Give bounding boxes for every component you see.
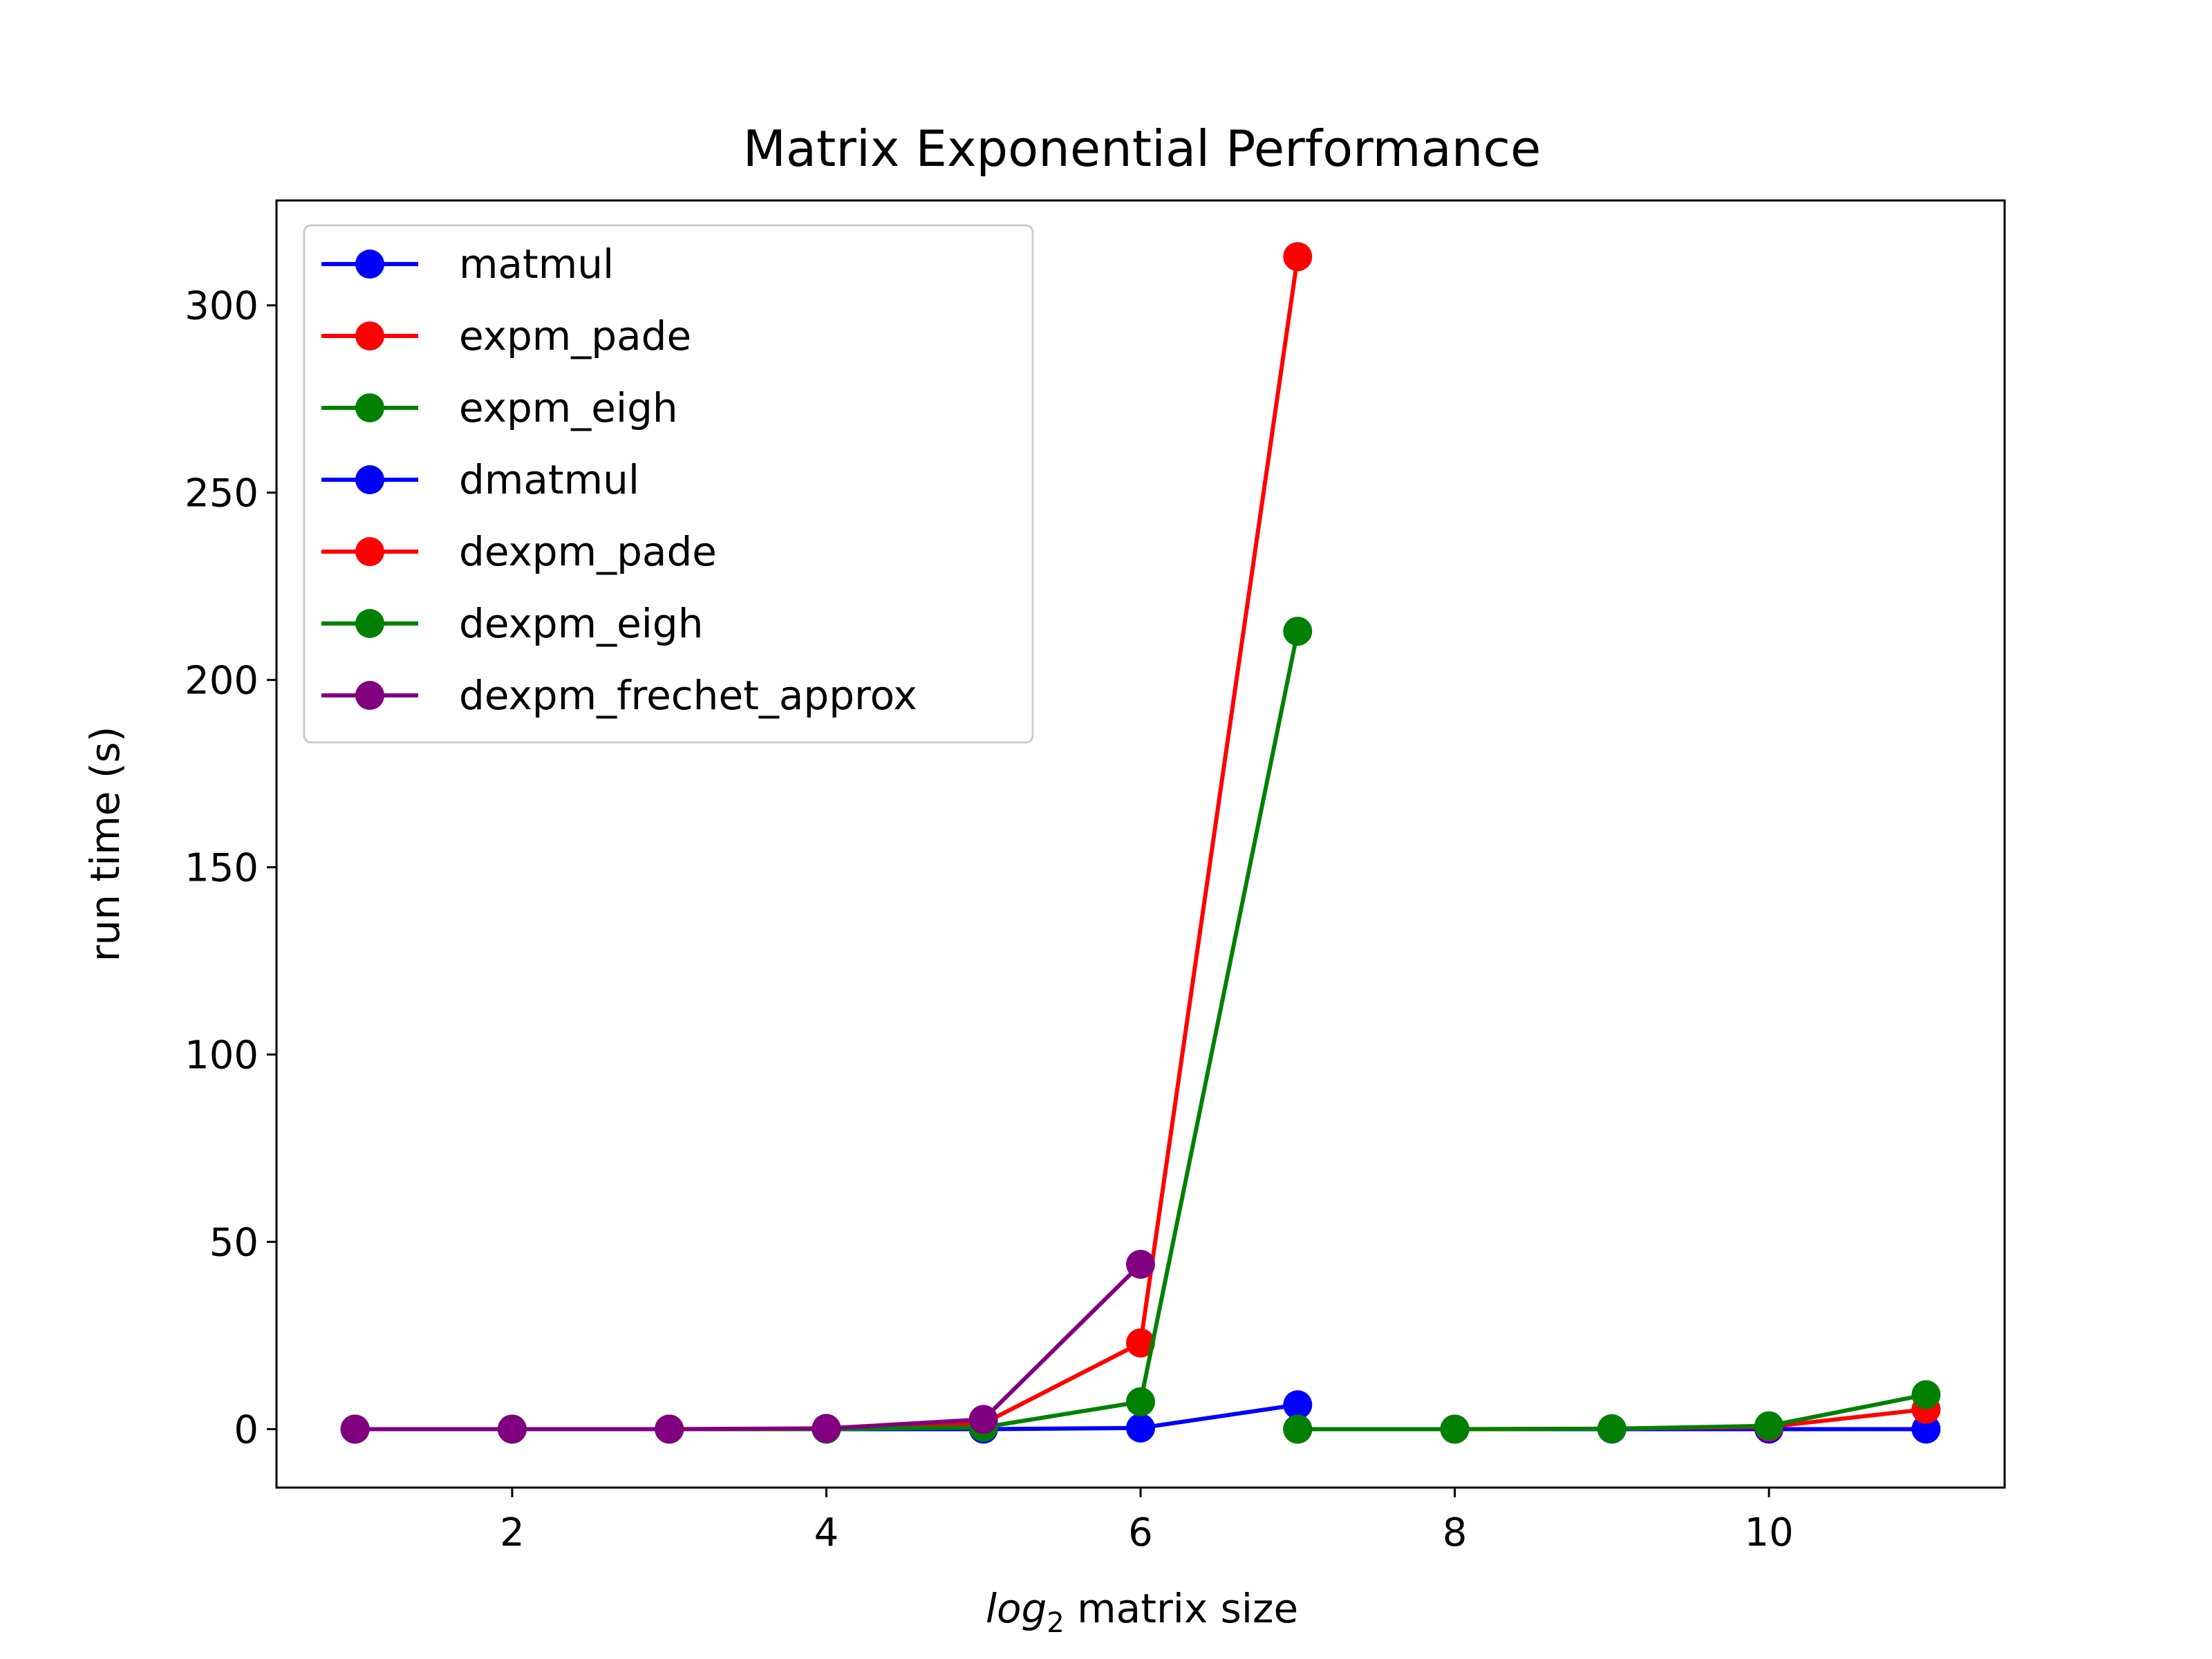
x-tick-label: 10 bbox=[1744, 1510, 1793, 1555]
data-point bbox=[340, 1414, 370, 1444]
data-point bbox=[1126, 1387, 1155, 1416]
legend-entry-dexpm-pade: dexpm_pade bbox=[321, 528, 717, 575]
data-point bbox=[968, 1405, 998, 1434]
series-dexpm-frechet-approx bbox=[340, 1250, 1155, 1444]
legend-entry-dexpm-eigh: dexpm_eigh bbox=[321, 600, 704, 647]
x-axis-ticks: 2 4 6 8 10 bbox=[500, 1488, 1794, 1555]
data-point bbox=[1126, 1413, 1155, 1443]
legend-label: dmatmul bbox=[459, 456, 639, 503]
y-tick-label: 250 bbox=[185, 471, 259, 516]
x-axis-label-log: log bbox=[986, 1585, 1047, 1632]
chart-title: Matrix Exponential Performance bbox=[743, 120, 1541, 178]
data-point bbox=[1283, 1414, 1313, 1444]
data-point bbox=[1911, 1380, 1941, 1409]
legend-entry-dmatmul: dmatmul bbox=[321, 456, 639, 503]
plot-area-frame bbox=[275, 199, 2006, 1489]
x-tick-label: 4 bbox=[814, 1510, 839, 1555]
data-point bbox=[1283, 1390, 1313, 1420]
legend-swatch-marker bbox=[355, 250, 384, 279]
data-point bbox=[1440, 1414, 1470, 1444]
legend-swatch-marker bbox=[355, 609, 384, 638]
data-point bbox=[1754, 1411, 1784, 1441]
data-point bbox=[497, 1414, 527, 1444]
legend-label: expm_pade bbox=[459, 312, 691, 359]
data-point bbox=[1911, 1414, 1941, 1444]
data-point bbox=[1597, 1414, 1627, 1443]
legend-label: dexpm_eigh bbox=[459, 600, 704, 647]
plot-lines bbox=[340, 242, 1941, 1444]
legend-swatch-marker bbox=[355, 321, 384, 350]
legend-swatch-marker bbox=[355, 465, 384, 494]
legend-swatch-marker bbox=[355, 681, 384, 710]
series-dexpm-eigh bbox=[1283, 1380, 1941, 1444]
legend-label: matmul bbox=[459, 241, 614, 288]
data-point bbox=[1283, 242, 1313, 272]
x-tick-label: 6 bbox=[1128, 1510, 1153, 1555]
legend-entry-matmul: matmul bbox=[321, 241, 614, 288]
legend-label: dexpm_pade bbox=[459, 528, 717, 575]
x-tick-label: 2 bbox=[500, 1510, 525, 1555]
y-tick-label: 150 bbox=[185, 846, 259, 891]
x-axis-label-rest: matrix size bbox=[1065, 1585, 1298, 1632]
data-point bbox=[655, 1414, 684, 1444]
data-point bbox=[1126, 1250, 1155, 1280]
legend-swatch-marker bbox=[355, 537, 384, 566]
legend-entry-expm-eigh: expm_eigh bbox=[321, 384, 678, 431]
y-axis-label: run time (s) bbox=[82, 727, 129, 962]
legend-label: dexpm_frechet_approx bbox=[459, 672, 917, 719]
legend-entry-dexpm-frechet-approx: dexpm_frechet_approx bbox=[321, 672, 917, 719]
y-tick-label: 0 bbox=[234, 1407, 259, 1452]
legend-label: expm_eigh bbox=[459, 384, 678, 431]
x-axis-label: log2 matrix size bbox=[986, 1585, 1298, 1639]
legend-entry-expm-pade: expm_pade bbox=[321, 312, 691, 359]
y-tick-label: 200 bbox=[185, 659, 259, 704]
y-tick-label: 300 bbox=[185, 284, 259, 329]
legend-swatch-marker bbox=[355, 393, 384, 422]
y-tick-label: 50 bbox=[209, 1221, 259, 1266]
data-point bbox=[1283, 617, 1313, 646]
series-line-dexpm-frechet-approx bbox=[355, 1262, 1143, 1432]
data-point bbox=[812, 1414, 841, 1443]
legend-box bbox=[303, 224, 1034, 744]
x-tick-label: 8 bbox=[1443, 1510, 1468, 1555]
y-tick-label: 100 bbox=[185, 1033, 259, 1078]
x-axis-label-subscript: 2 bbox=[1047, 1607, 1064, 1639]
data-point bbox=[1126, 1328, 1155, 1358]
y-axis-ticks: 0 50 100 150 200 250 300 bbox=[185, 284, 276, 1452]
